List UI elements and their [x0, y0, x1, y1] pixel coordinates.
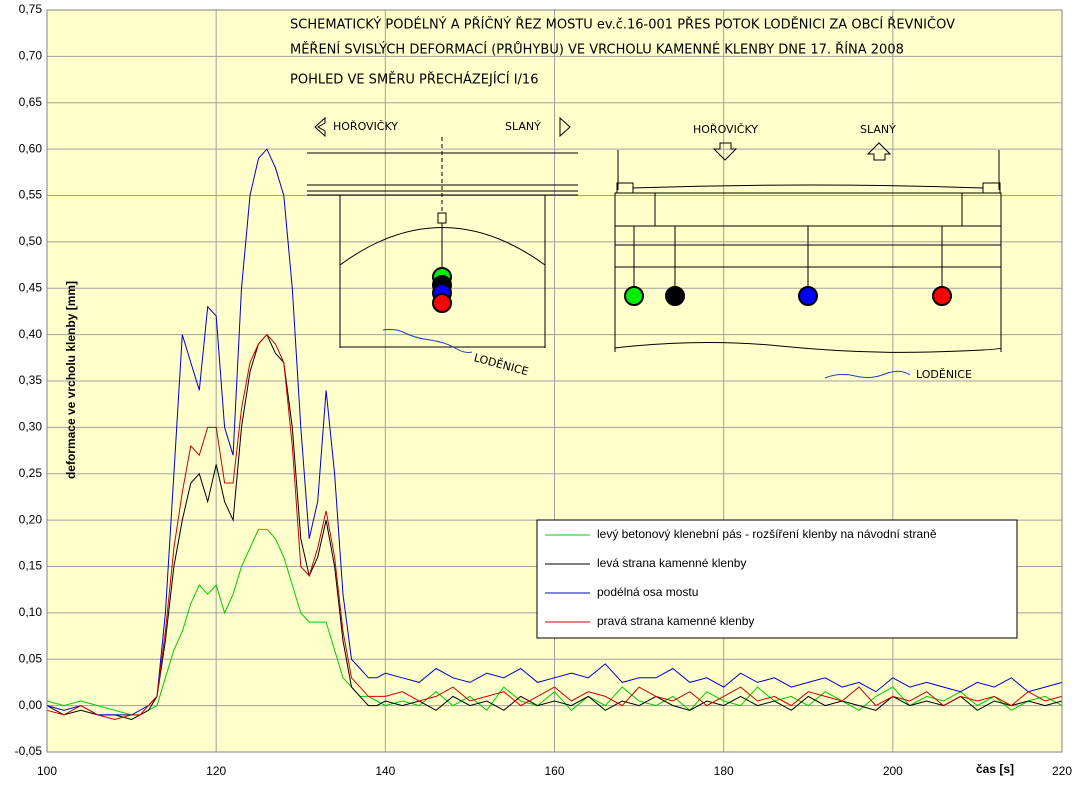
legend-label: levý betonový klenební pás - rozšíření k… [597, 527, 937, 541]
marker [798, 286, 818, 306]
y-tick-label: 0,50 [19, 234, 43, 248]
series-lines [46, 148, 1063, 721]
plot-border [46, 9, 1063, 753]
creek [824, 370, 911, 379]
x-axis-label: čas [s] [976, 762, 1014, 776]
y-tick-label: 0,10 [19, 605, 43, 619]
y-tick-label: 0,35 [19, 373, 43, 387]
y-axis-label: deformace ve vrcholu klenby [mm] [64, 281, 78, 479]
title-line: POHLED VE SMĚRU PŘECHÁZEJÍCÍ I/16 [290, 72, 538, 88]
label: SLANÝ [505, 120, 541, 133]
y-tick-label: 0,05 [19, 651, 43, 665]
y-tick-label: 0,65 [19, 95, 43, 109]
label: HOŘOVIČKY [333, 120, 398, 133]
label: HOŘOVIČKY [693, 123, 758, 136]
legend: levý betonový klenební pás - rozšíření k… [536, 519, 1018, 639]
arrow [559, 116, 571, 138]
label: LODĚNICE [916, 368, 972, 381]
legend-label: levá strana kamenné klenby [597, 556, 746, 570]
road [632, 184, 984, 189]
x-tick-label: 180 [714, 764, 734, 778]
x-tick-label: 120 [206, 764, 226, 778]
y-tick-label: 0,45 [19, 280, 43, 294]
bridge-diagram: SCHEMATICKÝ PODÉLNÝ A PŘÍČNÝ ŘEZ MOSTU e… [290, 17, 1002, 381]
y-tick-label: 0,25 [19, 466, 43, 480]
title-line: MĚŘENÍ SVISLÝCH DEFORMACÍ (PRŮHYBU) VE V… [290, 42, 904, 58]
arrow [866, 142, 892, 161]
y-tick-label: -0,05 [15, 744, 43, 758]
marker [932, 286, 952, 306]
series-line [46, 333, 1063, 721]
x-tick-label: 220 [1052, 764, 1072, 778]
x-tick-label: 100 [37, 764, 57, 778]
y-tick-label: 0,15 [19, 559, 43, 573]
legend-label: pravá strana kamenné klenby [597, 614, 754, 628]
x-tick-label: 200 [883, 764, 903, 778]
y-tick-label: 0,75 [19, 2, 43, 16]
title-line: SCHEMATICKÝ PODÉLNÝ A PŘÍČNÝ ŘEZ MOSTU e… [290, 17, 955, 33]
y-tick-label: 0,60 [19, 141, 43, 155]
series-line [46, 148, 1063, 716]
y-tick-label: 0,40 [19, 327, 43, 341]
y-tick-label: 0,20 [19, 512, 43, 526]
x-tick-label: 140 [375, 764, 395, 778]
y-tick-label: 0,70 [19, 49, 43, 63]
y-tick-label: 0,30 [19, 420, 43, 434]
marker [665, 286, 685, 306]
y-tick-label: 0,00 [19, 698, 43, 712]
legend-box [536, 519, 1018, 639]
ground [614, 341, 1002, 353]
creek [382, 328, 473, 353]
y-tick-label: 0,55 [19, 188, 43, 202]
label: SLANÝ [860, 123, 896, 136]
marker [432, 293, 452, 313]
x-tick-label: 160 [544, 764, 564, 778]
legend-label: podélná osa mostu [597, 585, 698, 599]
arrow [712, 142, 738, 161]
series-line [46, 333, 1063, 721]
arrow [314, 116, 326, 138]
marker [624, 286, 644, 306]
